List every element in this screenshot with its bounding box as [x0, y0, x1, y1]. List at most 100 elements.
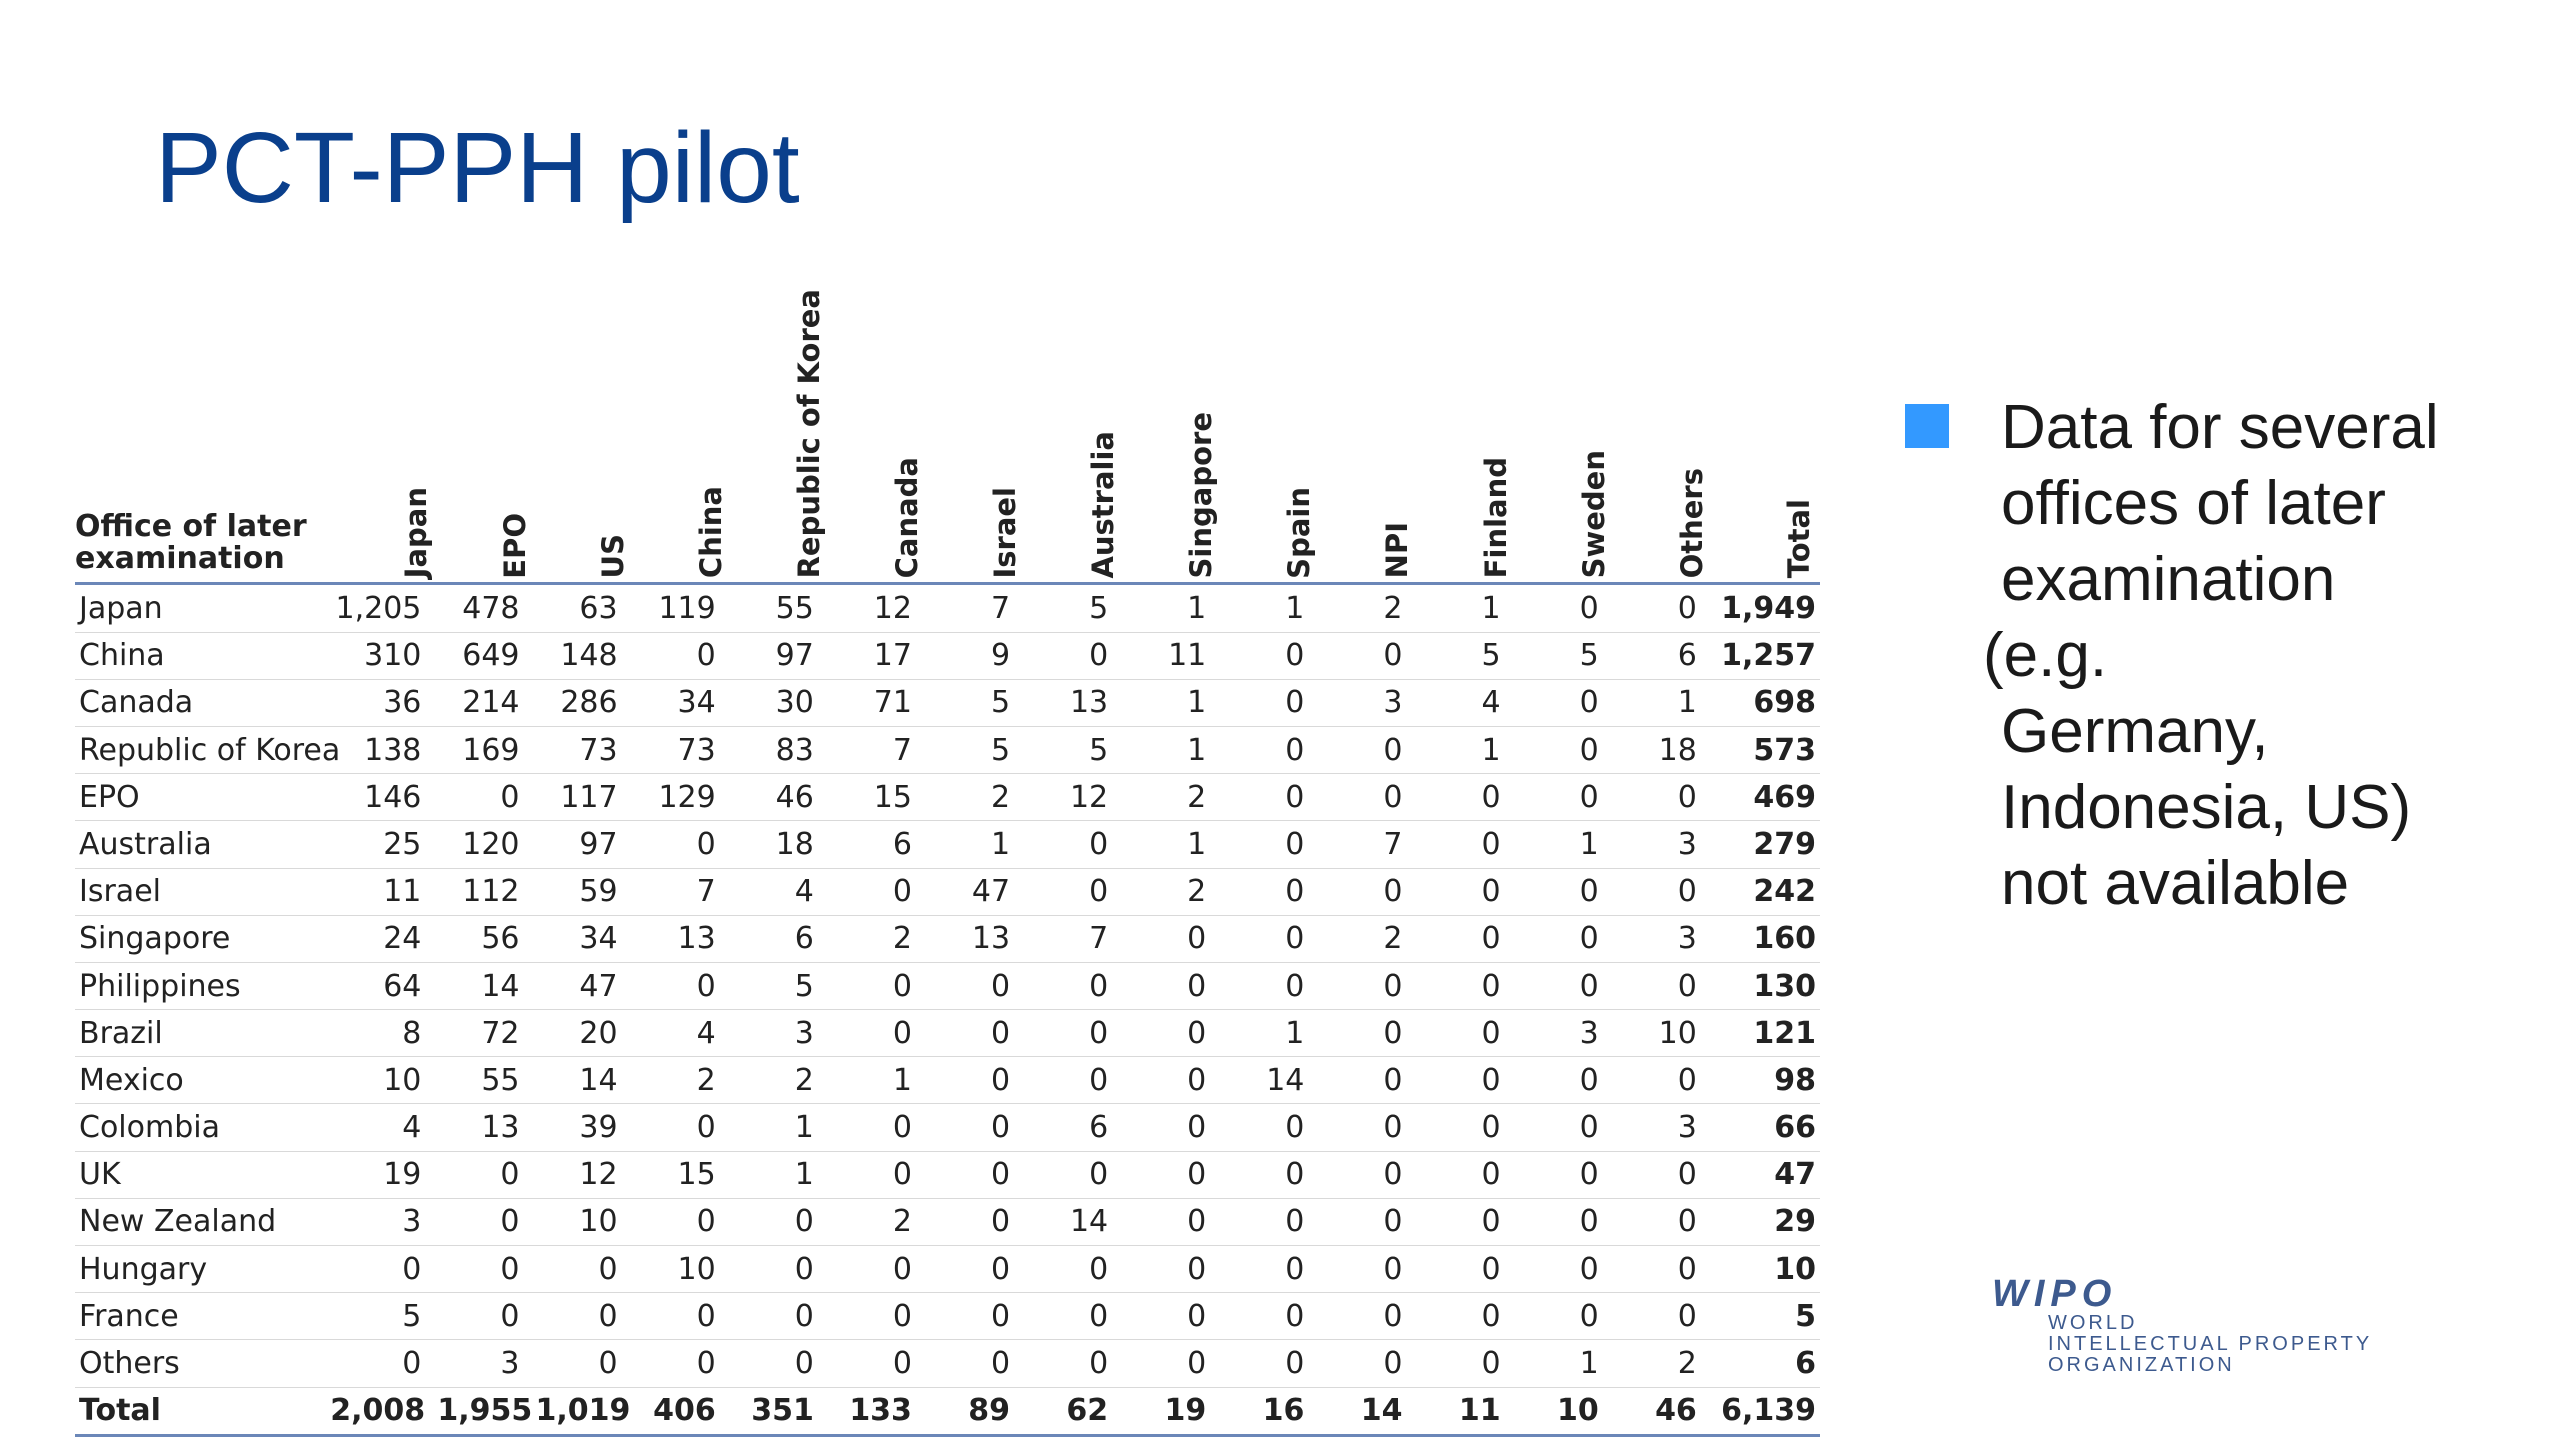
table-cell: 63 — [535, 583, 634, 633]
table-cell: 0 — [1516, 1103, 1615, 1152]
table-cell: 0 — [1320, 1056, 1419, 1105]
table-cell: 3 — [1614, 915, 1713, 963]
table-cell: 39 — [535, 1103, 634, 1152]
column-header: US — [535, 285, 634, 586]
table-cell: 0 — [1418, 820, 1517, 869]
table-cell: 0 — [1418, 1245, 1517, 1294]
table-cell: 19 — [330, 1151, 438, 1199]
table-cell: 0 — [535, 1292, 634, 1341]
table-cell: 0 — [829, 1292, 928, 1341]
table-cell: 2 — [829, 1198, 928, 1247]
table-cell: 0 — [1320, 868, 1419, 916]
table-cell: 89 — [927, 1387, 1027, 1437]
table-cell: 3 — [1614, 820, 1713, 869]
table-cell: 7 — [633, 868, 732, 916]
table-cell: 148 — [535, 632, 634, 680]
table-body: Japan 1,205 478 63 119 55 12 7 5 1 1 2 1 0 0 1,949 China… — [75, 583, 1820, 1437]
row-office-name: Philippines — [75, 962, 331, 1011]
table-cell: 0 — [927, 1292, 1027, 1341]
table-cell: 0 — [330, 1245, 438, 1294]
table-cell: 0 — [1418, 1103, 1517, 1152]
row-office-name: Canada — [75, 679, 331, 727]
table-row: Israel 11 112 59 7 4 0 47 0 2 0 0 0 0 0 242 — [75, 868, 1820, 916]
column-header: Japan — [330, 285, 438, 586]
table-cell: 0 — [1320, 1292, 1419, 1341]
table-cell: 0 — [1026, 820, 1125, 869]
row-office-name: Others — [75, 1339, 331, 1388]
table-cell: 11 — [330, 868, 438, 916]
column-header-label: China — [693, 486, 728, 579]
table-cell: 11 — [1124, 632, 1223, 680]
table-cell: 0 — [731, 1198, 830, 1247]
table-cell: 2 — [927, 773, 1027, 822]
table-cell: 56 — [437, 915, 536, 963]
table-cell: 30 — [731, 679, 830, 727]
table-cell: 1 — [731, 1151, 830, 1199]
table-cell: 0 — [1026, 1245, 1125, 1294]
column-header-label: NPI — [1380, 522, 1415, 579]
column-header: Spain — [1222, 285, 1321, 586]
table-cell: 0 — [1320, 632, 1419, 680]
table-cell: 138 — [330, 726, 438, 775]
table-cell: 16 — [1222, 1387, 1321, 1437]
row-total-cell: 5 — [1712, 1292, 1820, 1341]
table-cell: 18 — [1614, 726, 1713, 775]
table-cell: 0 — [1026, 1292, 1125, 1341]
table-cell: 71 — [829, 679, 928, 727]
table-cell: 7 — [1026, 915, 1125, 963]
table-cell: 4 — [633, 1009, 732, 1058]
table-cell: 24 — [330, 915, 438, 963]
table-cell: 351 — [731, 1387, 830, 1437]
table-cell: 0 — [1222, 632, 1321, 680]
table-cell: 5 — [927, 679, 1027, 727]
table-cell: 1 — [829, 1056, 928, 1105]
table-cell: 2 — [731, 1056, 830, 1105]
table-cell: 0 — [927, 1198, 1027, 1247]
note-line: Data for several — [2001, 393, 2439, 462]
wipo-logo: WIPO WORLD INTELLECTUAL PROPERTY ORGANIZ… — [1992, 1275, 2462, 1376]
table-cell: 10 — [1614, 1009, 1713, 1058]
table-cell: 0 — [927, 1151, 1027, 1199]
table-cell: 0 — [1516, 679, 1615, 727]
table-cell: 0 — [1124, 1103, 1223, 1152]
table-cell: 0 — [1516, 726, 1615, 775]
table-cell: 0 — [1026, 962, 1125, 1011]
table-cell: 0 — [1222, 962, 1321, 1011]
table-cell: 5 — [927, 726, 1027, 775]
table-cell: 13 — [1026, 679, 1125, 727]
table-row: Australia 25 120 97 0 18 6 1 0 1 0 7 0 1 3 279 — [75, 820, 1820, 869]
table-cell: 406 — [633, 1387, 732, 1437]
table-row: Canada 36 214 286 34 30 71 5 13 1 0 3 4 0 1 698 — [75, 679, 1820, 727]
row-total-cell: 469 — [1712, 773, 1820, 822]
slide-title: PCT-PPH pilot — [155, 112, 800, 224]
table-cell: 5 — [330, 1292, 438, 1341]
table-cell: 5 — [1418, 632, 1517, 680]
row-total-cell: 242 — [1712, 868, 1820, 916]
table-cell: 6 — [1026, 1103, 1125, 1152]
table-cell: 0 — [633, 1198, 732, 1247]
table-row: Japan 1,205 478 63 119 55 12 7 5 1 1 2 1 0 0 1,949 — [75, 583, 1820, 633]
table-cell: 83 — [731, 726, 830, 775]
table-cell: 2 — [633, 1056, 732, 1105]
table-cell: 0 — [1516, 915, 1615, 963]
table-row: Hungary 0 0 0 10 0 0 0 0 0 0 0 0 0 0 10 — [75, 1245, 1820, 1294]
table-cell: 73 — [633, 726, 732, 775]
note-line: Indonesia, US) — [2001, 773, 2412, 842]
table-cell: 1,019 — [535, 1387, 634, 1437]
table-cell: 129 — [633, 773, 732, 822]
column-header-label: Republic of Korea — [791, 289, 826, 579]
table-cell: 0 — [1418, 1009, 1517, 1058]
table-cell: 1 — [1418, 726, 1517, 775]
table-cell: 4 — [330, 1103, 438, 1152]
row-office-name: Colombia — [75, 1103, 331, 1152]
table-cell: 0 — [1026, 1056, 1125, 1105]
table-row: EPO 146 0 117 129 46 15 2 12 2 0 0 0 0 0 469 — [75, 773, 1820, 822]
table-cell: 0 — [1026, 868, 1125, 916]
table-cell: 146 — [330, 773, 438, 822]
table-cell: 64 — [330, 962, 438, 1011]
column-header-label: Canada — [889, 457, 924, 579]
table-cell: 0 — [633, 1339, 732, 1388]
table-cell: 34 — [535, 915, 634, 963]
row-office-name: Mexico — [75, 1056, 331, 1105]
table-cell: 0 — [1320, 1151, 1419, 1199]
